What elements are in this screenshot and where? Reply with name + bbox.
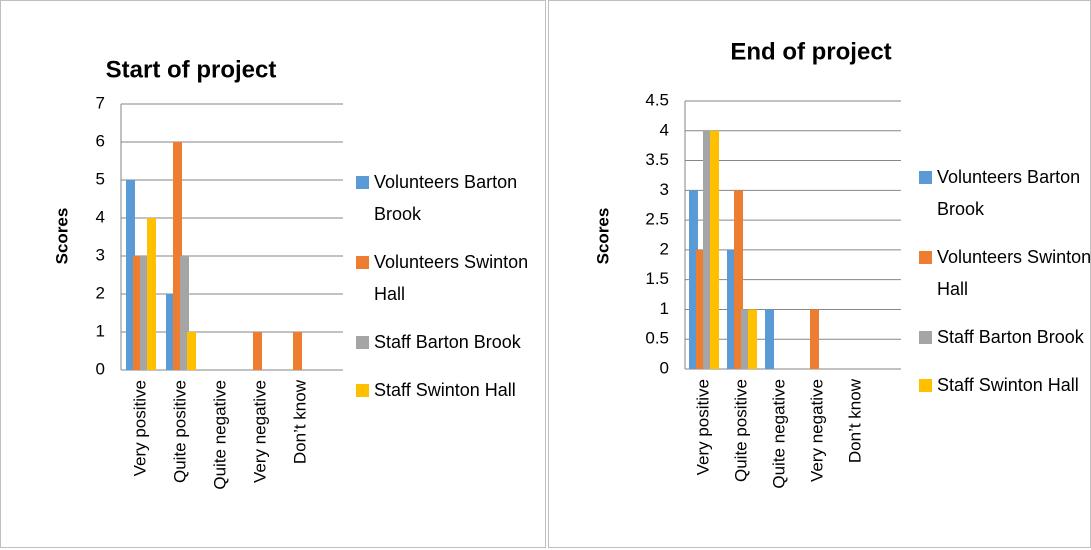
chart-title: End of project [730, 38, 891, 65]
legend: Volunteers Barton Brook Volunteers Swinto… [356, 166, 536, 422]
bar [696, 249, 705, 369]
legend-swatch [356, 256, 369, 269]
legend-swatch [919, 171, 932, 184]
x-tick-label: Don’t know [290, 379, 309, 464]
legend-label: Volunteers Swinton Hall [374, 252, 529, 304]
y-tick-label: 2 [660, 239, 669, 258]
y-tick-label: 4 [660, 120, 669, 139]
legend-entry: Staff Barton Brook [919, 321, 1091, 353]
x-tick-label: Very negative [807, 379, 826, 482]
legend-entry: Staff Barton Brook [356, 326, 536, 358]
bar [133, 256, 142, 370]
x-tick-label: Quite negative [769, 379, 788, 489]
bar [710, 130, 719, 369]
bar [166, 294, 175, 370]
y-tick-label: 0.5 [645, 329, 669, 348]
legend-label: Staff Swinton Hall [937, 375, 1079, 395]
y-tick-label: 3 [96, 245, 105, 264]
y-tick-label: 6 [96, 131, 105, 150]
y-tick-label: 5 [96, 169, 105, 188]
legend-entry: Volunteers Barton Brook [356, 166, 536, 230]
x-tick-label: Very positive [130, 380, 149, 476]
x-tick-label: Very negative [250, 380, 269, 483]
bar [741, 309, 750, 369]
legend: Volunteers Barton Brook Volunteers Swinto… [919, 161, 1091, 417]
legend-swatch [356, 384, 369, 397]
y-tick-label: 1 [660, 299, 669, 318]
chart-panel: Start of project Scores 0 1 2 3 4 5 6 7 Very posit… [0, 0, 546, 548]
chart-panel: End of project Scores 0 0.5 1 1.5 2 2.5 3 3.5 4 4.5… [548, 0, 1091, 548]
x-tick-label: Don’t know [845, 378, 864, 463]
legend-swatch [356, 336, 369, 349]
y-tick-label: 7 [96, 93, 105, 112]
x-tick-label: Very positive [693, 379, 712, 475]
y-tick-label: 3 [660, 180, 669, 199]
bar [765, 309, 774, 369]
y-tick-label: 4.5 [645, 90, 669, 109]
bar [147, 218, 156, 370]
legend-label: Staff Barton Brook [374, 332, 521, 352]
chart: End of project Scores 0 0.5 1 1.5 2 2.5 3 3.5 4 4.5… [593, 38, 901, 489]
legend-swatch [919, 251, 932, 264]
legend-label: Volunteers Swinton Hall [937, 247, 1091, 299]
bar [173, 142, 182, 370]
bar [187, 332, 196, 370]
bar [126, 180, 135, 370]
y-tick-label: 3.5 [645, 150, 669, 169]
legend-swatch [919, 331, 932, 344]
y-tick-label: 0 [96, 359, 105, 378]
legend-label: Staff Barton Brook [937, 327, 1084, 347]
legend-swatch [356, 176, 369, 189]
legend-label: Volunteers Barton Brook [937, 167, 1081, 219]
x-tick-label: Quite negative [210, 380, 229, 490]
legend-entry: Staff Swinton Hall [919, 369, 1091, 401]
chart-title: Start of project [106, 56, 277, 83]
legend-entry: Volunteers Swinton Hall [356, 246, 536, 310]
bar [689, 190, 698, 369]
y-axis-label: Scores [593, 208, 612, 265]
chart: Start of project Scores 0 1 2 3 4 5 6 7 Very posit… [52, 56, 343, 490]
bar [180, 256, 189, 370]
y-tick-label: 1 [96, 321, 105, 340]
legend-swatch [919, 379, 932, 392]
x-tick-label: Quite positive [731, 379, 750, 482]
bar [253, 332, 262, 370]
bar [727, 249, 736, 369]
legend-label: Staff Swinton Hall [374, 380, 516, 400]
y-tick-label: 2 [96, 283, 105, 302]
legend-entry: Volunteers Barton Brook [919, 161, 1091, 225]
y-tick-label: 4 [96, 207, 105, 226]
bar [810, 309, 819, 369]
bar [734, 190, 743, 369]
bar [293, 332, 302, 370]
bar [748, 309, 757, 369]
bar [703, 130, 712, 369]
y-tick-label: 0 [660, 358, 669, 377]
y-tick-label: 2.5 [645, 210, 669, 229]
x-tick-label: Quite positive [170, 380, 189, 483]
legend-entry: Staff Swinton Hall [356, 374, 536, 406]
legend-label: Volunteers Barton Brook [374, 172, 518, 224]
y-tick-label: 1.5 [645, 269, 669, 288]
y-axis-label: Scores [52, 208, 71, 265]
legend-entry: Volunteers Swinton Hall [919, 241, 1091, 305]
bar [140, 256, 149, 370]
